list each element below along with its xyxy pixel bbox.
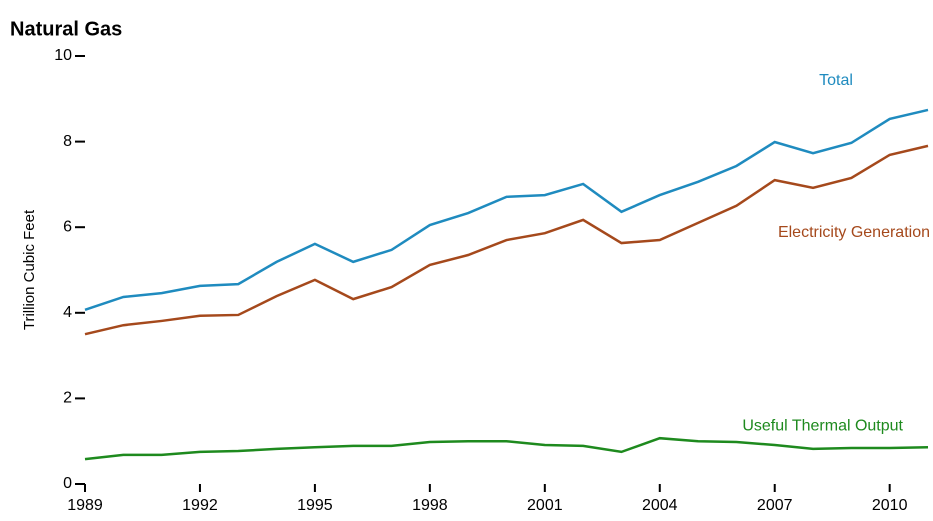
x-tick-label: 1995 xyxy=(297,497,333,514)
x-tick-label: 1989 xyxy=(67,497,103,514)
series-label: Useful Thermal Output xyxy=(742,417,903,434)
x-tick-label: 2004 xyxy=(642,497,678,514)
x-tick-label: 2001 xyxy=(527,497,563,514)
y-tick-label: 6 xyxy=(63,218,72,235)
chart-title: Natural Gas xyxy=(10,18,122,40)
y-axis-title: Trillion Cubic Feet xyxy=(21,209,38,330)
x-tick-label: 2010 xyxy=(872,497,908,514)
series-line xyxy=(84,108,929,311)
x-tick-label: 2007 xyxy=(757,497,793,514)
series-line xyxy=(84,144,929,336)
y-tick-label: 2 xyxy=(63,390,72,407)
series-label: Total xyxy=(819,72,853,89)
y-tick-label: 8 xyxy=(63,133,72,150)
series-line xyxy=(84,436,929,461)
x-tick-label: 1998 xyxy=(412,497,448,514)
series-label: Electricity Generation xyxy=(778,224,930,241)
y-tick-label: 4 xyxy=(63,304,72,321)
y-tick-label: 0 xyxy=(63,475,72,492)
y-tick-label: 10 xyxy=(54,47,72,64)
x-tick-label: 1992 xyxy=(182,497,218,514)
